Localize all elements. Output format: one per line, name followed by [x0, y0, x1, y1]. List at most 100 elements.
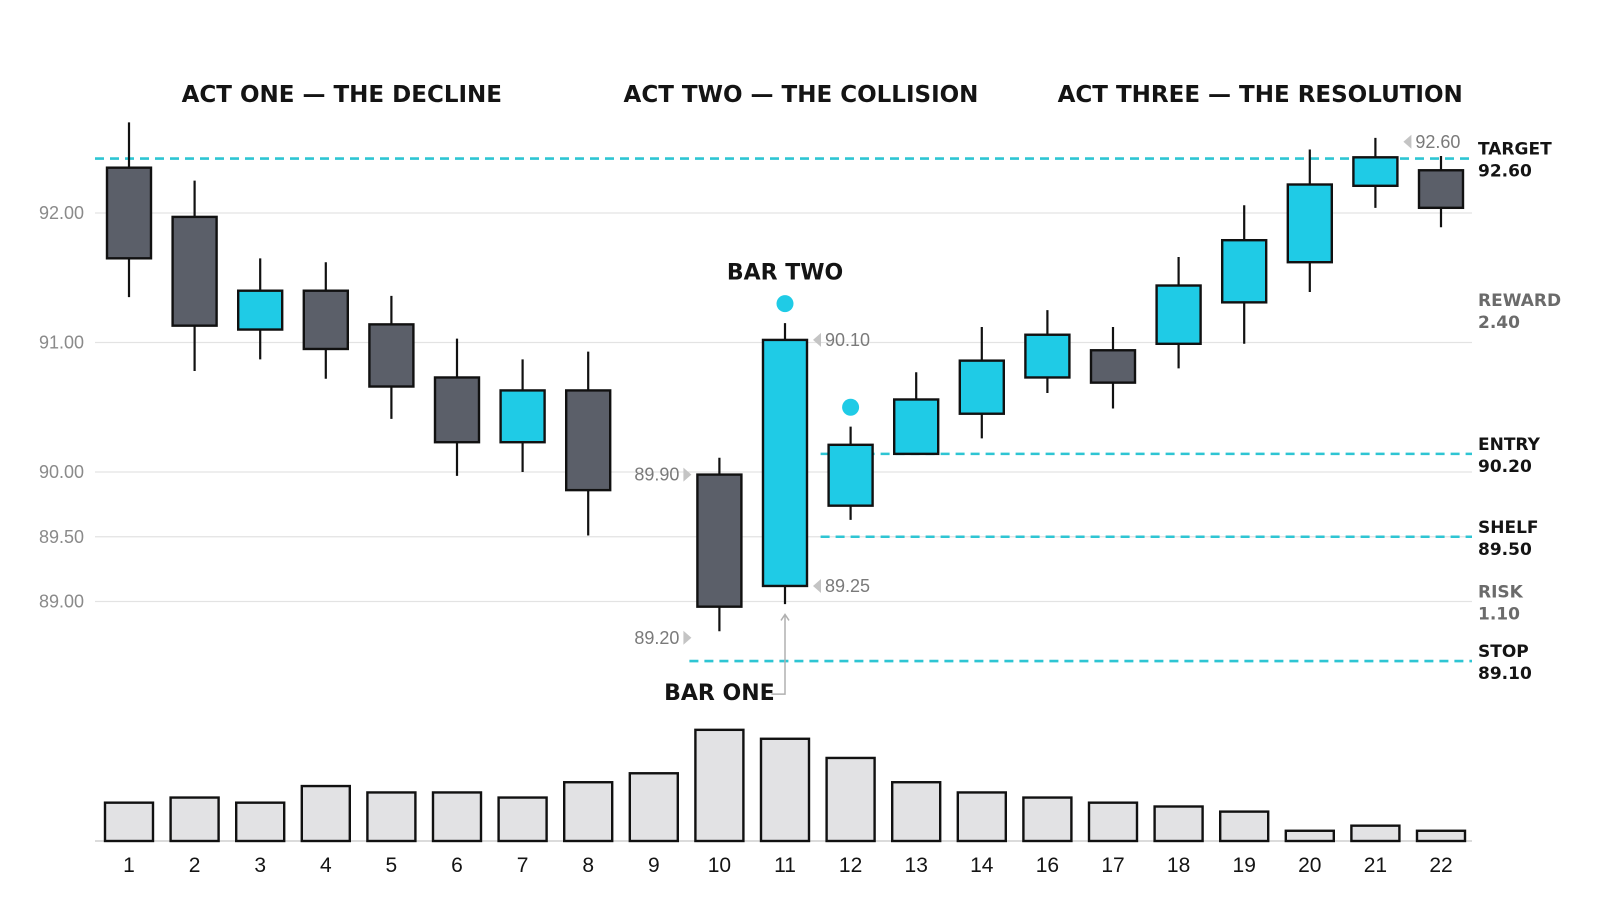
candles	[105, 122, 1465, 632]
price-tag: 89.25	[825, 576, 870, 596]
bar-one-connector	[771, 614, 786, 695]
candle-body	[499, 389, 546, 444]
candle-body	[827, 443, 874, 507]
volume-bar-8	[563, 781, 614, 843]
candle-19	[1220, 205, 1268, 344]
volume-bar-2	[169, 796, 220, 843]
candle-4	[302, 262, 349, 379]
candle-body	[433, 376, 481, 444]
candle-body	[236, 289, 284, 331]
candle-2	[171, 180, 218, 371]
level-name: ENTRY	[1478, 435, 1541, 455]
candle-21	[1352, 137, 1399, 208]
volume-bar-20	[1284, 829, 1336, 843]
volume-bar-18	[1153, 805, 1204, 843]
x-tick-label: 7	[517, 854, 529, 877]
x-tick-label: 14	[970, 854, 994, 877]
x-tick-label: 18	[1167, 854, 1190, 877]
volume-bar-1	[103, 801, 155, 843]
candle-body	[368, 323, 415, 388]
candle-3	[236, 258, 284, 360]
volume-bar-21	[1350, 824, 1401, 843]
y-tick-label: 91.00	[39, 333, 84, 353]
level-name: TARGET	[1478, 140, 1552, 160]
price-tag: 89.90	[634, 465, 679, 485]
y-tick-label: 89.50	[39, 527, 84, 547]
volume-bar-17	[1087, 801, 1139, 843]
annotations: 89.90 89.20 90.10 89.25 92.60 BAR TWO BAR ONE	[634, 132, 1460, 706]
measure-name: RISK	[1478, 583, 1524, 603]
price-tag: 92.60	[1415, 132, 1460, 152]
level-value: 89.50	[1478, 540, 1532, 560]
volume-bar-6	[431, 791, 483, 843]
act-title: ACT ONE — THE DECLINE	[182, 82, 502, 108]
candle-body	[1024, 333, 1071, 379]
volume-bar-11	[759, 737, 811, 843]
x-axis-ticks: 1 2 3 4 5 6 7 8 9 10 11 12 13 14 16 17 18 19 20 21 22	[123, 854, 1453, 877]
candle-body	[1417, 169, 1465, 210]
candle-8	[565, 351, 612, 536]
volume-bar-22	[1415, 829, 1467, 843]
x-tick-label: 11	[774, 854, 796, 877]
candle-22	[1417, 156, 1465, 228]
candle-body	[1089, 349, 1137, 384]
measure-value: 2.40	[1478, 313, 1520, 333]
price-tag-arrow	[813, 332, 821, 347]
volume-bars	[95, 728, 1472, 843]
y-axis-ticks: 92.00 91.00 90.00 89.50 89.00	[39, 203, 84, 612]
candle-body	[1286, 183, 1334, 264]
price-tag-arrow	[683, 630, 692, 645]
volume-bar-16	[1022, 796, 1073, 843]
candle-6	[433, 338, 481, 476]
x-tick-label: 4	[320, 854, 332, 877]
candle-5	[368, 295, 415, 419]
candle-body	[1220, 238, 1268, 304]
act-title: ACT TWO — THE COLLISION	[624, 82, 979, 108]
volume-bar-19	[1218, 810, 1270, 843]
x-tick-label: 3	[254, 854, 266, 877]
level-value: 89.10	[1478, 664, 1532, 684]
candle-body	[302, 289, 349, 351]
x-tick-label: 19	[1233, 854, 1256, 877]
candle-16	[1024, 310, 1071, 394]
price-tag: 90.10	[825, 330, 870, 350]
candle-body	[105, 166, 153, 260]
x-tick-label: 22	[1429, 854, 1452, 877]
candle-12	[827, 426, 874, 520]
y-tick-label: 89.00	[39, 592, 84, 612]
volume-bar-4	[300, 784, 351, 843]
volume-bar-3	[234, 801, 286, 843]
candle-1	[105, 122, 153, 298]
x-tick-label: 1	[123, 854, 135, 877]
level-name: STOP	[1478, 642, 1529, 662]
measure-value: 1.10	[1478, 605, 1520, 625]
candle-body	[761, 338, 809, 588]
candle-body	[565, 389, 612, 492]
level-name: SHELF	[1478, 518, 1539, 538]
bar-label: BAR ONE	[664, 681, 775, 706]
volume-bar-12	[825, 756, 876, 843]
x-tick-label: 6	[451, 854, 463, 877]
candle-20	[1286, 149, 1334, 292]
candle-18	[1155, 257, 1202, 369]
price-tag-arrow	[683, 467, 692, 482]
candle-body	[893, 398, 940, 456]
volume-bar-13	[891, 781, 942, 843]
x-tick-label: 10	[708, 854, 731, 877]
volume-bar-5	[366, 791, 417, 843]
x-tick-label: 2	[189, 854, 201, 877]
candle-11	[761, 323, 809, 605]
candle-10	[696, 457, 743, 632]
candle-13	[893, 372, 940, 456]
volume-bar-9	[628, 772, 679, 843]
candle-14	[958, 326, 1005, 439]
x-tick-label: 20	[1298, 854, 1321, 877]
x-tick-label: 9	[648, 854, 660, 877]
y-tick-label: 92.00	[39, 203, 84, 223]
measure-name: REWARD	[1478, 291, 1561, 311]
signal-dot	[776, 295, 794, 313]
connector-arrowhead	[780, 613, 790, 621]
level-value: 92.60	[1478, 162, 1532, 182]
volume-bar-10	[694, 728, 745, 843]
